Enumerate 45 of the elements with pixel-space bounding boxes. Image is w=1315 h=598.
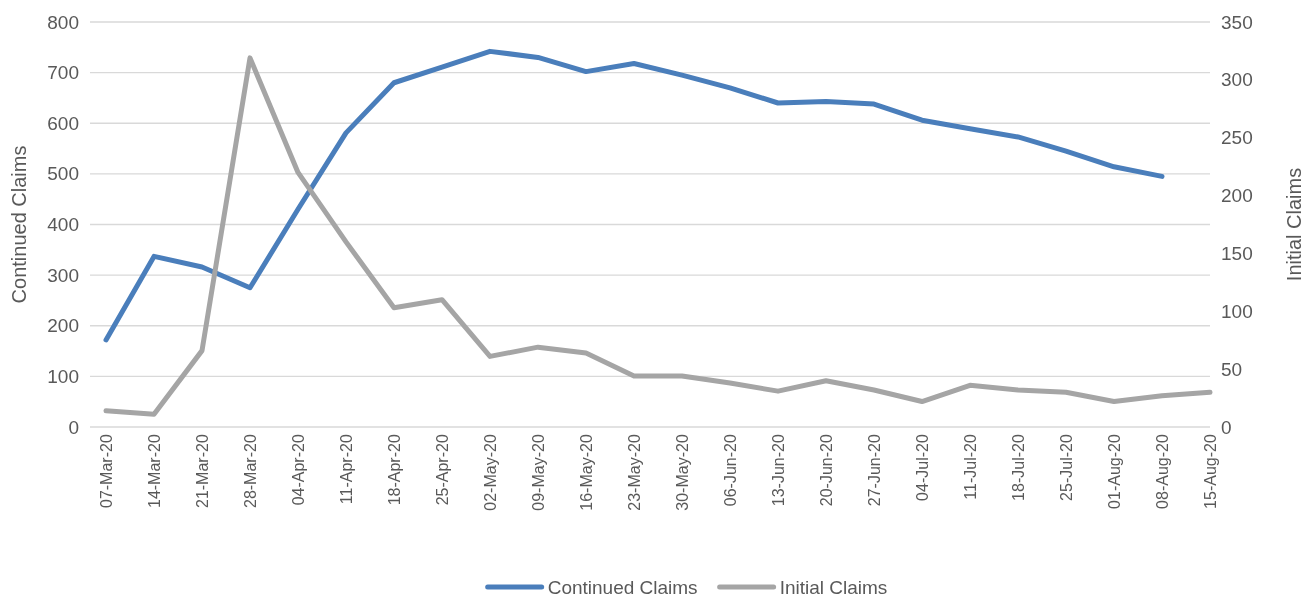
x-tick-label: 18-Apr-20 — [386, 434, 404, 506]
x-tick-label: 01-Aug-20 — [1106, 434, 1124, 509]
x-tick-label: 04-Jul-20 — [914, 434, 932, 501]
x-tick-label: 04-Apr-20 — [290, 434, 308, 506]
y2-tick-label: 150 — [1221, 243, 1253, 265]
y-tick-label: 500 — [47, 163, 79, 185]
x-tick-label: 28-Mar-20 — [242, 434, 260, 509]
x-tick-label: 06-Jun-20 — [722, 434, 740, 507]
x-tick-label: 25-Apr-20 — [434, 434, 452, 506]
y2-tick-label: 350 — [1221, 11, 1253, 33]
x-tick-label: 09-May-20 — [530, 434, 548, 511]
y-tick-label: 600 — [47, 112, 79, 134]
x-tick-label: 08-Aug-20 — [1154, 434, 1172, 509]
y2-tick-label: 200 — [1221, 185, 1253, 207]
y2-tick-label: 100 — [1221, 300, 1253, 322]
x-tick-label: 13-Jun-20 — [770, 434, 788, 507]
x-tick-label: 18-Jul-20 — [1010, 434, 1028, 501]
legend-label: Initial Claims — [779, 576, 888, 598]
y2-tick-label: 300 — [1221, 69, 1253, 91]
x-tick-label: 30-May-20 — [674, 434, 692, 511]
y2-axis-title: Initial Claims — [1283, 167, 1305, 282]
y-tick-label: 700 — [47, 62, 79, 84]
x-tick-label: 14-Mar-20 — [146, 434, 164, 509]
x-tick-label: 15-Aug-20 — [1202, 434, 1220, 509]
x-tick-label: 07-Mar-20 — [98, 434, 116, 509]
x-tick-label: 11-Jul-20 — [962, 434, 980, 500]
y-axis-title: Continued Claims — [8, 145, 30, 304]
x-tick-label: 21-Mar-20 — [194, 434, 212, 509]
y-tick-label: 400 — [47, 214, 79, 236]
x-tick-label: 20-Jun-20 — [818, 434, 836, 507]
legend-label: Continued Claims — [547, 576, 698, 598]
y-tick-label: 300 — [47, 264, 79, 286]
x-tick-label: 02-May-20 — [482, 434, 500, 511]
y2-tick-label: 50 — [1221, 358, 1243, 380]
y-tick-label: 200 — [47, 315, 79, 337]
x-tick-label: 16-May-20 — [578, 434, 596, 511]
y-tick-label: 100 — [47, 365, 79, 387]
y-tick-label: 0 — [68, 416, 79, 438]
y2-tick-label: 0 — [1221, 416, 1232, 438]
y-tick-label: 800 — [47, 11, 79, 33]
x-tick-label: 11-Apr-20 — [338, 434, 356, 505]
x-tick-label: 25-Jul-20 — [1058, 434, 1076, 501]
x-tick-label: 27-Jun-20 — [866, 434, 884, 507]
x-tick-label: 23-May-20 — [626, 434, 644, 511]
y2-tick-label: 250 — [1221, 127, 1253, 149]
